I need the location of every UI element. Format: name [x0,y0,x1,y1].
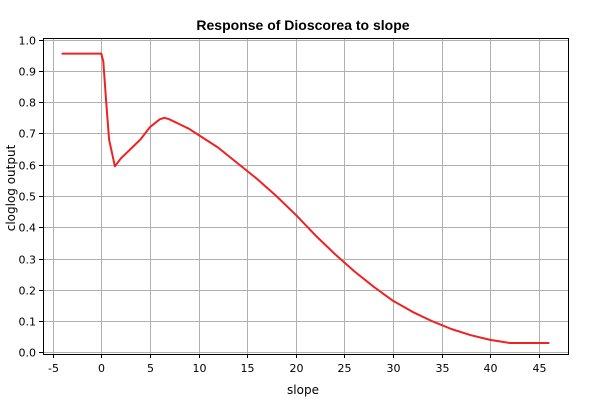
ticks: -5 0 5 10 15 20 25 30 35 40 45 0.0 0.1 0.2 0.3 0.4 0.5 0.… [19,35,547,376]
y-tick-label: 0.2 [19,285,37,298]
y-tick-label: 0.1 [19,316,37,329]
x-tick-label: 0 [98,362,105,375]
y-tick-label: 0.9 [19,66,37,79]
y-tick-label: 0.6 [19,160,37,173]
x-tick-label: 10 [193,362,207,375]
y-tick-label: 0.5 [19,191,37,204]
x-tick-label: 35 [436,362,450,375]
x-tick-label: 30 [387,362,401,375]
y-tick-label: 1.0 [19,35,37,48]
chart-title: Response of Dioscorea to slope [196,17,409,33]
x-tick-label: 5 [147,362,154,375]
y-tick-label: 0.8 [19,97,37,110]
series-line-response [61,52,550,344]
y-tick-label: 0.4 [19,222,37,235]
y-tick-label: 0.7 [19,128,37,141]
x-tick-label: 15 [241,362,255,375]
x-tick-label: 25 [338,362,352,375]
series-layer [61,52,550,344]
x-tick-label: 40 [484,362,498,375]
x-tick-label: 45 [533,362,547,375]
grid [43,38,568,354]
x-tick-label: -5 [48,362,59,375]
x-axis-label: slope [287,383,319,397]
y-axis-label: cloglog output [4,144,18,231]
x-tick-label: 20 [290,362,304,375]
y-tick-label: 0.3 [19,254,37,267]
plot-frame [43,38,569,355]
y-tick-label: 0.0 [19,347,37,360]
